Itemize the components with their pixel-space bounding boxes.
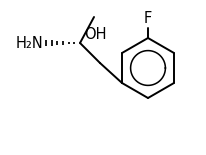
- Text: H₂N: H₂N: [15, 35, 43, 51]
- Text: OH: OH: [84, 27, 106, 42]
- Text: F: F: [144, 11, 152, 26]
